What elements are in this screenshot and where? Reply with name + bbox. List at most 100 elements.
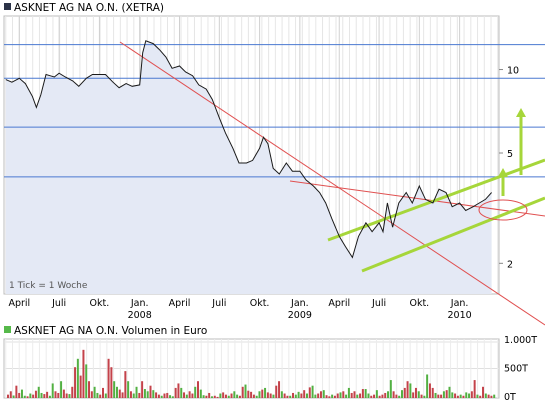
volume-bar bbox=[149, 385, 152, 398]
volume-bar bbox=[32, 394, 35, 398]
volume-bar bbox=[325, 395, 328, 398]
volume-bar bbox=[224, 394, 227, 398]
volume-bar bbox=[51, 383, 54, 398]
volume-bar bbox=[378, 395, 381, 398]
volume-bar bbox=[350, 392, 353, 398]
volume-bar bbox=[191, 393, 194, 398]
volume-bar bbox=[356, 394, 359, 398]
volume-bar bbox=[199, 389, 202, 398]
volume-bar bbox=[403, 387, 406, 398]
volume-bar bbox=[395, 394, 398, 398]
price-title-marker bbox=[4, 3, 11, 10]
volume-bar bbox=[202, 395, 205, 398]
x-year-label: 2008 bbox=[128, 310, 152, 321]
volume-bar bbox=[46, 391, 49, 398]
volume-bar bbox=[392, 391, 395, 398]
volume-bar bbox=[160, 395, 163, 398]
volume-bar bbox=[364, 389, 367, 398]
y-tick-label: 10 bbox=[507, 66, 519, 77]
volume-title-marker bbox=[4, 326, 11, 333]
volume-bar bbox=[258, 391, 261, 398]
volume-bar bbox=[129, 391, 132, 398]
volume-bar bbox=[261, 389, 264, 398]
volume-bar bbox=[174, 387, 177, 398]
volume-bar bbox=[292, 392, 295, 398]
volume-bar bbox=[342, 391, 345, 398]
volume-bar bbox=[23, 395, 26, 398]
volume-bar bbox=[115, 386, 118, 398]
volume-bar bbox=[451, 392, 454, 398]
volume-bar bbox=[124, 371, 127, 398]
volume-bar bbox=[381, 394, 384, 398]
volume-bar bbox=[54, 391, 57, 398]
volume-title: ASKNET AG NA O.N. Volumen in Euro bbox=[14, 325, 207, 337]
price-area bbox=[5, 40, 492, 294]
volume-bar bbox=[417, 391, 420, 398]
volume-bar bbox=[314, 394, 317, 398]
volume-bar bbox=[29, 393, 32, 398]
volume-bar bbox=[163, 393, 166, 398]
volume-bar bbox=[339, 392, 342, 398]
volume-bar bbox=[387, 391, 390, 398]
volume-bar bbox=[40, 392, 43, 398]
volume-bar bbox=[269, 393, 272, 398]
volume-bar bbox=[99, 394, 102, 398]
volume-bar bbox=[141, 381, 144, 398]
volume-bar bbox=[79, 375, 82, 398]
volume-bar bbox=[448, 386, 451, 398]
volume-bar bbox=[102, 387, 104, 398]
volume-bar bbox=[74, 367, 77, 398]
volume-bar bbox=[230, 393, 233, 398]
volume-bar bbox=[353, 391, 356, 398]
volume-bar bbox=[146, 391, 149, 398]
volume-bar bbox=[431, 387, 434, 398]
volume-bar bbox=[171, 396, 174, 398]
volume-bar bbox=[188, 391, 191, 398]
volume-bar bbox=[311, 385, 314, 398]
volume-bar bbox=[157, 394, 160, 398]
x-tick-label: Juli bbox=[371, 298, 386, 309]
volume-bar bbox=[305, 393, 308, 398]
volume-bar bbox=[121, 392, 124, 398]
price-y-ticks: 2 5 10 bbox=[499, 66, 519, 270]
volume-bar bbox=[264, 387, 267, 398]
volume-bar bbox=[473, 380, 476, 398]
volume-bar bbox=[468, 393, 471, 398]
volume-bar bbox=[456, 395, 459, 398]
volume-bar bbox=[166, 392, 169, 398]
volume-bar bbox=[283, 393, 286, 398]
volume-bar bbox=[185, 394, 188, 398]
volume-bar bbox=[487, 394, 490, 398]
tick-note: 1 Tick = 1 Woche bbox=[9, 281, 88, 291]
volume-bar bbox=[169, 395, 172, 398]
volume-bar bbox=[482, 386, 485, 398]
volume-bar bbox=[252, 394, 255, 398]
volume-bar bbox=[336, 393, 339, 398]
price-chart: ASKNET AG NA O.N. (XETRA) 2 5 10 April Juli… bbox=[3, 2, 545, 326]
volume-bar bbox=[132, 393, 135, 398]
volume-bar bbox=[300, 393, 303, 398]
volume-y-tick-label: 1.000T bbox=[504, 335, 537, 346]
volume-bar bbox=[12, 395, 15, 398]
volume-bar bbox=[26, 396, 29, 398]
volume-chart: ASKNET AG NA O.N. Volumen in Euro 1.000T… bbox=[3, 325, 537, 403]
volume-bar bbox=[180, 387, 183, 398]
volume-bar bbox=[423, 395, 426, 398]
volume-bar bbox=[322, 390, 325, 398]
volume-bar bbox=[420, 394, 423, 398]
volume-bar bbox=[272, 394, 275, 398]
volume-bar bbox=[319, 391, 322, 398]
volume-bar bbox=[118, 389, 121, 398]
volume-bar bbox=[275, 385, 278, 398]
volume-bar bbox=[445, 390, 448, 398]
volume-bar bbox=[409, 383, 412, 398]
volume-y-ticks: 1.000T 500T 0T bbox=[504, 335, 537, 403]
volume-bar bbox=[442, 391, 445, 398]
volume-bar bbox=[414, 387, 417, 398]
volume-y-tick-label: 0T bbox=[504, 392, 516, 403]
price-line bbox=[5, 40, 492, 259]
trend-line-red-2 bbox=[289, 180, 545, 217]
arrow-short-head bbox=[498, 168, 508, 177]
